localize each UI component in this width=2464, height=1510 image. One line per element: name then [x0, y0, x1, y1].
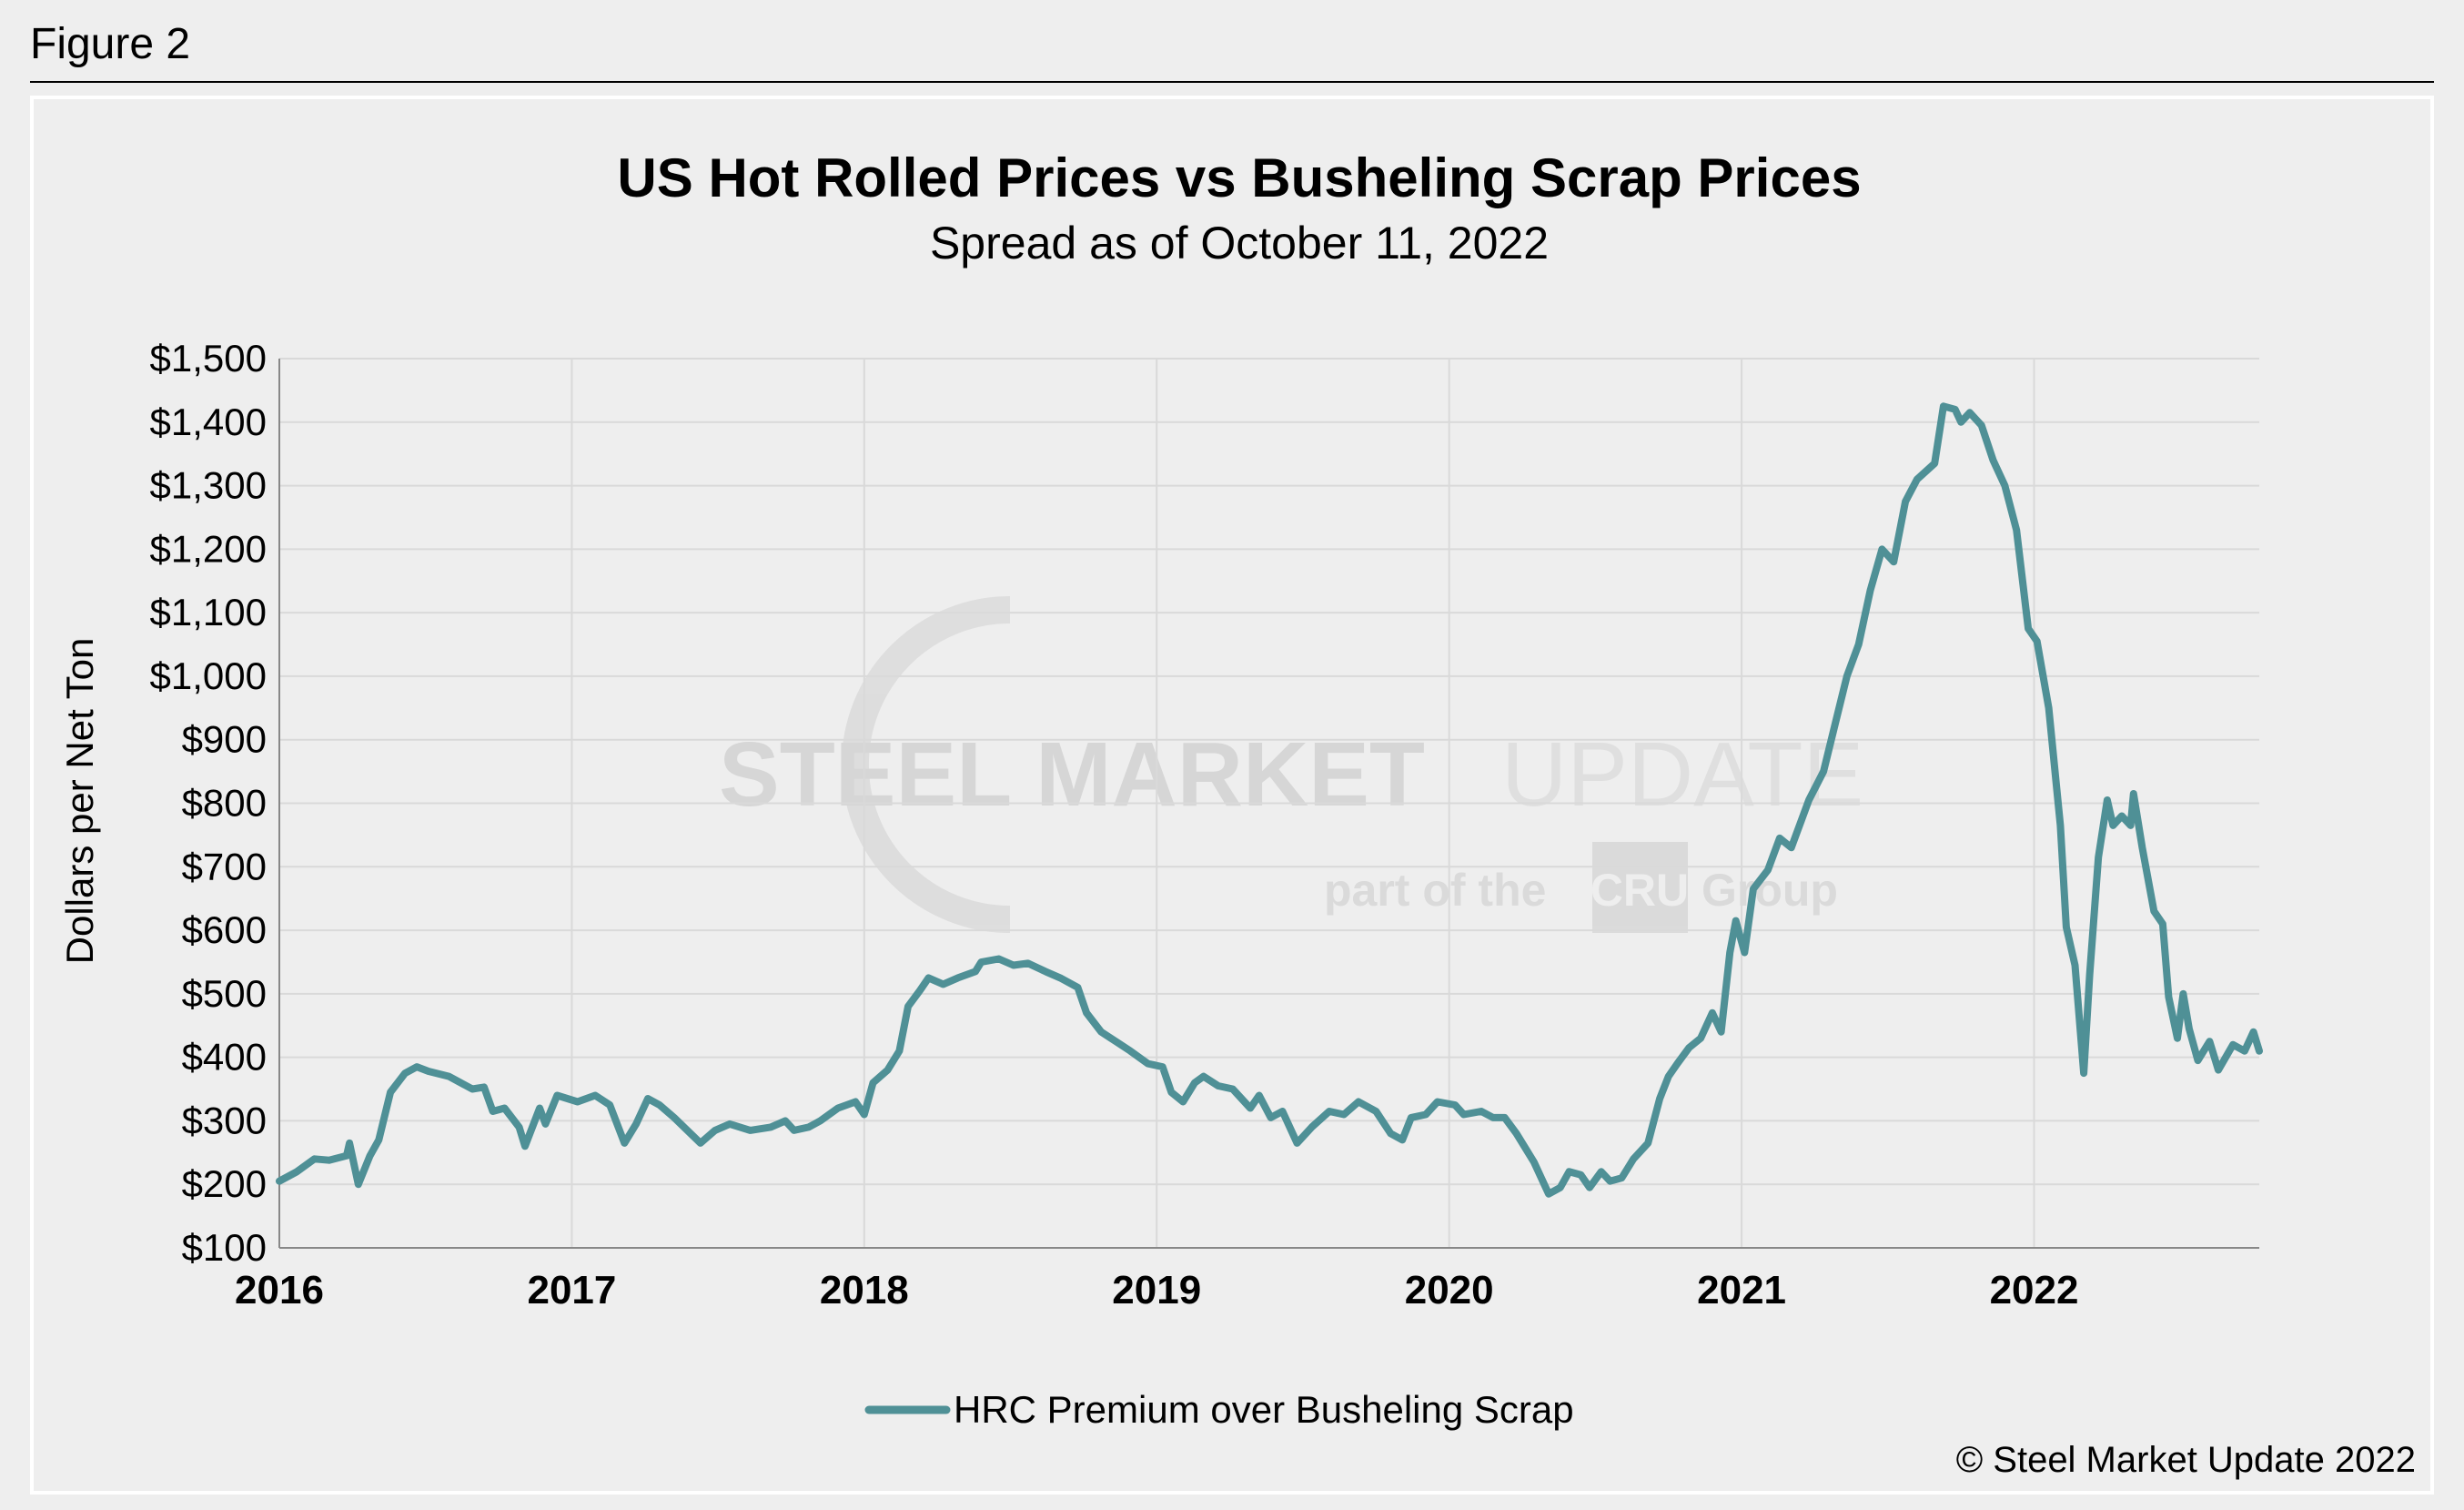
- y-tick-label: $300: [182, 1099, 267, 1141]
- copyright: © Steel Market Update 2022: [1956, 1440, 2416, 1480]
- y-tick-label: $200: [182, 1162, 267, 1205]
- watermark-arc: [842, 596, 1011, 933]
- x-tick-label: 2018: [820, 1268, 909, 1312]
- y-tick-label: $1,000: [150, 654, 267, 697]
- y-tick-label: $800: [182, 782, 267, 825]
- x-tick-label: 2017: [527, 1268, 616, 1312]
- y-tick-label: $1,200: [150, 527, 267, 570]
- y-tick-label: $500: [182, 972, 267, 1015]
- x-tick-label: 2022: [1990, 1268, 2079, 1312]
- chart-subtitle: Spread as of October 11, 2022: [930, 218, 1549, 269]
- figure-label: Figure 2: [30, 20, 190, 68]
- y-tick-label: $1,400: [150, 400, 267, 443]
- watermark-logo-box: [1592, 842, 1688, 933]
- chart-title: US Hot Rolled Prices vs Busheling Scrap …: [617, 147, 1861, 208]
- y-tick-label: $700: [182, 845, 267, 887]
- y-axis-label: Dollars per Net Ton: [58, 638, 101, 965]
- y-tick-label: $1,300: [150, 464, 267, 507]
- watermark-sub-left: part of the: [1324, 865, 1546, 916]
- series-line-hrc-premium: [276, 402, 2263, 1198]
- y-tick-label: $900: [182, 718, 267, 761]
- x-tick-label: 2020: [1405, 1268, 1494, 1312]
- y-tick-label: $600: [182, 908, 267, 951]
- y-tick-labels: $100 $200 $300 $400 $500 $600 $700 $800 $900 $1,0…: [150, 337, 267, 1269]
- x-tick-label: 2019: [1112, 1268, 1201, 1312]
- y-tick-label: $1,500: [150, 337, 267, 380]
- legend: HRC Premium over Busheling Scrap: [864, 1388, 1574, 1431]
- gridlines: [279, 358, 2259, 1249]
- chart-frame: [30, 96, 2434, 1495]
- y-tick-label: $400: [182, 1036, 267, 1079]
- legend-label: HRC Premium over Busheling Scrap: [954, 1388, 1574, 1431]
- watermark-logo: CRU: [1590, 865, 1689, 916]
- x-tick-label: 2016: [235, 1268, 324, 1312]
- x-tick-label: 2021: [1697, 1268, 1786, 1312]
- y-tick-label: $100: [182, 1226, 267, 1269]
- y-tick-label: $1,100: [150, 591, 267, 633]
- x-tick-labels: 2016 2017 2018 2019 2020 2021 2022: [235, 1268, 2078, 1312]
